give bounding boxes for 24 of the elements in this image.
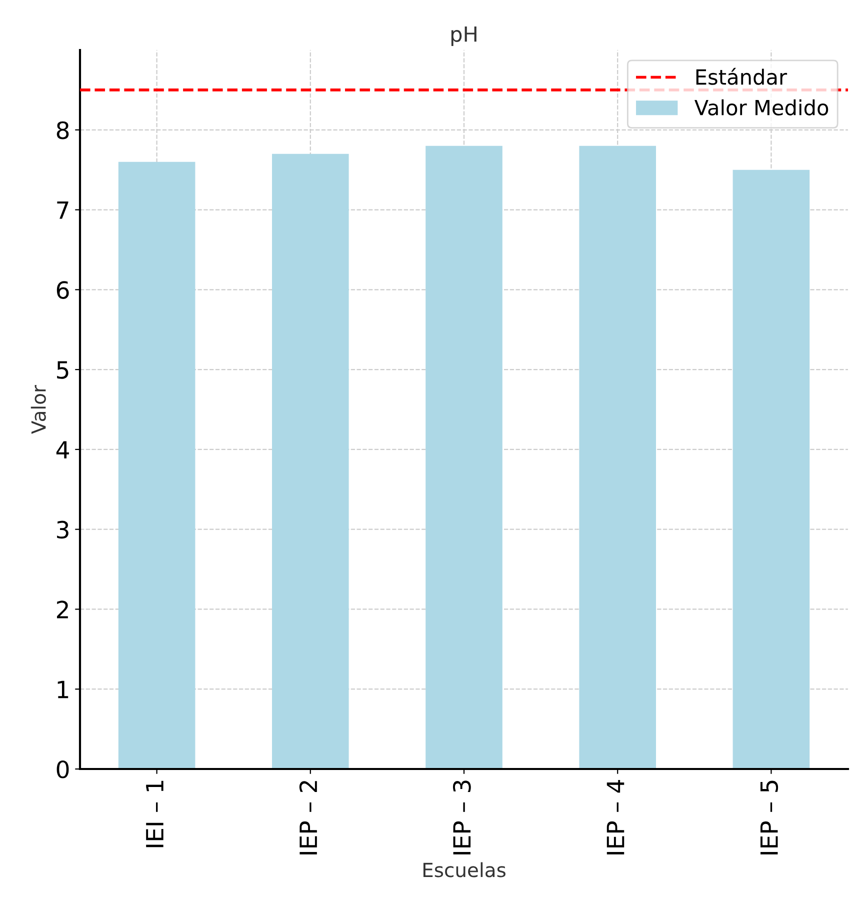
- y-tick-label: 3: [57, 520, 68, 539]
- x-tick-label: IEI – 1: [146, 780, 164, 848]
- bar: [118, 162, 196, 769]
- y-tick-label: 2: [56, 600, 68, 618]
- x-tick-label: IEP – 2: [299, 781, 317, 854]
- bar: [426, 146, 502, 769]
- y-tick-label: 0: [56, 760, 69, 778]
- y-axis-title: Valor: [30, 385, 46, 434]
- chart-title: pH: [451, 26, 476, 46]
- x-tick-label: IEP – 4: [606, 780, 624, 854]
- y-tick-label: 5: [57, 361, 68, 379]
- y-tick-label: 1: [58, 680, 68, 698]
- bar: [732, 170, 810, 769]
- bar: [579, 146, 656, 769]
- y-tick-label: 6: [56, 281, 69, 299]
- y-tick-label: 4: [56, 441, 69, 458]
- x-tick-label: IEP – 5: [760, 780, 778, 854]
- ref-line-label: Estándar: [696, 68, 788, 85]
- y-tick-label: 8: [56, 121, 69, 140]
- x-tick-label: IEP – 3: [452, 780, 471, 854]
- x-axis-title: Escuelas: [423, 862, 506, 878]
- bar: [272, 154, 349, 769]
- legend-label: Valor Medido: [694, 99, 828, 116]
- y-tick-label: 7: [57, 202, 68, 219]
